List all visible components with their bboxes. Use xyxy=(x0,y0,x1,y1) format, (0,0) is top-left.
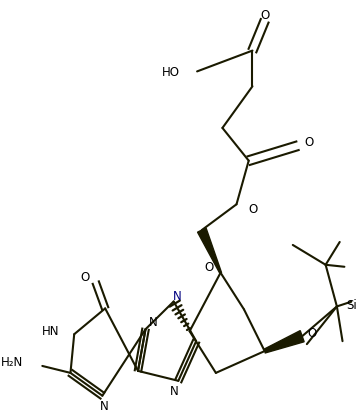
Text: N: N xyxy=(100,399,108,412)
Text: O: O xyxy=(205,261,214,273)
Text: N: N xyxy=(173,290,182,302)
Text: HO: HO xyxy=(162,66,180,79)
Text: O: O xyxy=(260,9,269,22)
Text: HN: HN xyxy=(42,324,59,337)
Polygon shape xyxy=(198,228,221,273)
Text: O: O xyxy=(249,202,258,215)
Text: O: O xyxy=(304,136,313,149)
Text: H₂N: H₂N xyxy=(1,356,24,368)
Polygon shape xyxy=(264,331,304,353)
Text: N: N xyxy=(149,315,158,328)
Text: N: N xyxy=(170,385,179,397)
Text: Si: Si xyxy=(346,298,357,311)
Text: O: O xyxy=(307,326,316,339)
Text: O: O xyxy=(80,271,89,283)
